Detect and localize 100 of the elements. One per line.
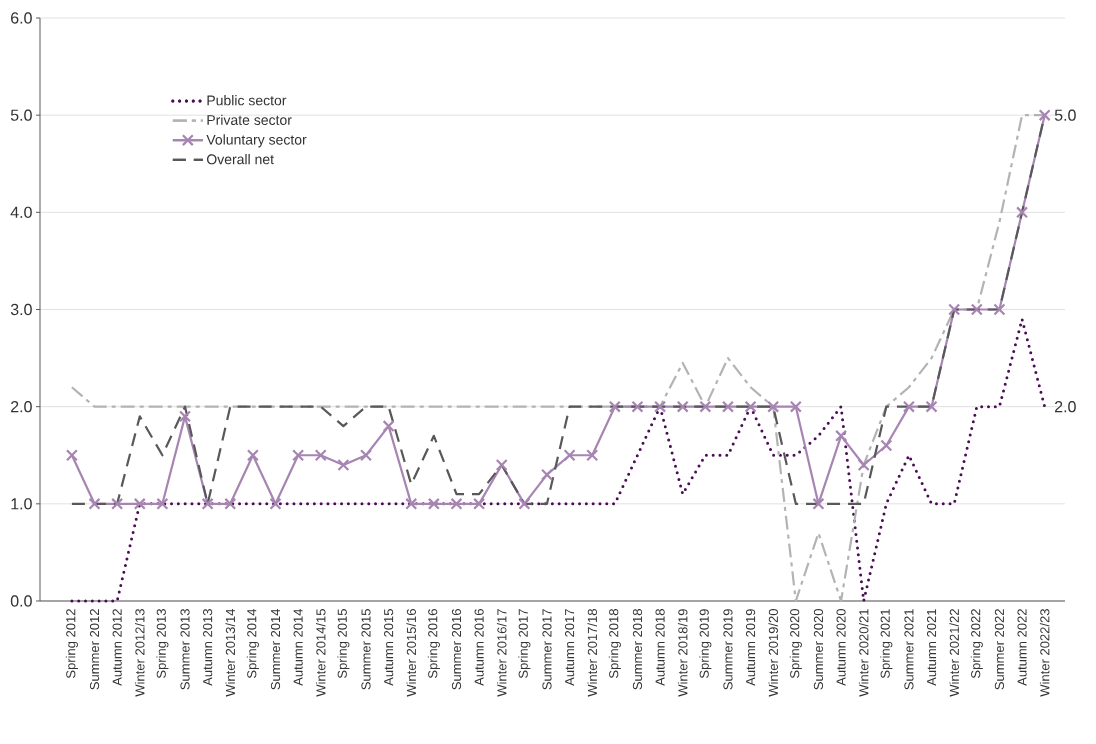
x-tick-label: Spring 2019 bbox=[699, 609, 712, 679]
point bbox=[586, 449, 599, 462]
point bbox=[450, 497, 463, 510]
y-tick-label: 4.0 bbox=[10, 206, 32, 218]
point bbox=[427, 497, 440, 510]
x-tick-label: Autumn 2013 bbox=[203, 609, 213, 686]
x-tick-label: Autumn 2016 bbox=[474, 609, 484, 686]
point bbox=[1016, 206, 1029, 219]
x-tick-label: Autumn 2012 bbox=[112, 609, 122, 686]
x-tick-label: Winter 2016/17 bbox=[496, 609, 507, 697]
point bbox=[789, 400, 802, 413]
x-tick-label: Spring 2020 bbox=[789, 609, 802, 679]
point bbox=[835, 429, 848, 442]
x-tick-label: Spring 2021 bbox=[880, 609, 893, 679]
point bbox=[563, 449, 576, 462]
x-tick-label: Autumn 2017 bbox=[565, 609, 575, 686]
y-tick-label: 3.0 bbox=[10, 303, 32, 316]
point bbox=[608, 400, 621, 413]
point bbox=[111, 497, 124, 510]
point bbox=[880, 439, 893, 452]
x-tick-label: Winter 2020/21 bbox=[858, 609, 869, 697]
point bbox=[224, 497, 237, 510]
point bbox=[631, 400, 644, 413]
point bbox=[540, 468, 554, 481]
x-tick-label: Autumn 2018 bbox=[655, 609, 665, 686]
point bbox=[812, 497, 825, 510]
x-tick-label: Winter 2021/22 bbox=[949, 609, 959, 697]
x-tick-label: Summer 2019 bbox=[723, 609, 733, 690]
point bbox=[65, 449, 78, 462]
x-tick-label: Autumn 2022 bbox=[1017, 609, 1027, 686]
x-tick-label: Autumn 2019 bbox=[745, 609, 756, 686]
y-tick-label: 2.0 bbox=[11, 401, 32, 413]
x-tick-label: Spring 2016 bbox=[427, 609, 440, 679]
point bbox=[405, 497, 418, 510]
x-tick-label: Summer 2020 bbox=[813, 609, 824, 690]
annotation: 5.0 bbox=[1054, 109, 1076, 121]
x-tick-label: Autumn 2014 bbox=[293, 608, 303, 686]
x-tick-label: Autumn 2015 bbox=[384, 609, 394, 686]
x-tick-label: Winter 2015/16 bbox=[406, 609, 417, 697]
x-tick-label: Autumn 2020 bbox=[836, 609, 846, 686]
x-tick-label: Autumn 2021 bbox=[926, 609, 937, 686]
x-tick-label: Spring 2022 bbox=[970, 609, 983, 679]
y-tick-label: 1.0 bbox=[11, 498, 32, 510]
point bbox=[269, 497, 282, 510]
point bbox=[857, 458, 870, 472]
point bbox=[495, 458, 508, 472]
legend-label: Private sector bbox=[207, 114, 292, 126]
point bbox=[156, 497, 169, 510]
x-tick-label: Summer 2017 bbox=[542, 609, 552, 690]
x-tick-label: Winter 2013/14 bbox=[225, 608, 236, 697]
point bbox=[382, 420, 395, 433]
x-tick-label: Summer 2014 bbox=[270, 608, 281, 690]
x-tick-label: Summer 2015 bbox=[361, 609, 371, 690]
point bbox=[201, 497, 214, 510]
point bbox=[518, 497, 531, 510]
x-tick-label: Summer 2013 bbox=[180, 609, 190, 690]
point bbox=[314, 449, 327, 462]
point bbox=[744, 400, 757, 413]
point bbox=[699, 400, 712, 413]
point bbox=[676, 400, 689, 413]
point bbox=[88, 497, 101, 510]
point bbox=[337, 458, 350, 472]
legend-label: Overall net bbox=[206, 154, 274, 165]
y-tick-label: 6.0 bbox=[11, 12, 32, 24]
point bbox=[721, 400, 735, 413]
x-tick-label: Summer 2016 bbox=[451, 609, 462, 690]
point bbox=[948, 303, 961, 316]
y-tick-label: 5.0 bbox=[10, 109, 32, 121]
x-tick-label: Winter 2017/18 bbox=[587, 609, 597, 697]
x-tick-label: Winter 2012/13 bbox=[134, 609, 145, 697]
point bbox=[902, 400, 915, 413]
x-tick-label: Summer 2012 bbox=[89, 609, 100, 690]
point bbox=[292, 449, 305, 462]
x-tick-label: Spring 2015 bbox=[337, 609, 350, 679]
point bbox=[473, 497, 486, 510]
x-tick-label: Spring 2017 bbox=[518, 609, 531, 679]
point bbox=[993, 303, 1006, 316]
point bbox=[246, 449, 259, 462]
point bbox=[178, 410, 192, 423]
x-tick-label: Summer 2022 bbox=[994, 609, 1005, 690]
point bbox=[925, 400, 938, 413]
x-tick-label: Winter 2022/23 bbox=[1039, 609, 1050, 697]
point bbox=[359, 449, 373, 462]
legend-label: Public sector bbox=[207, 95, 287, 106]
x-tick-label: Spring 2014 bbox=[246, 608, 259, 679]
y-tick-label: 0.0 bbox=[10, 595, 32, 607]
x-tick-label: Summer 2021 bbox=[904, 609, 914, 690]
x-tick-label: Spring 2013 bbox=[156, 609, 169, 679]
x-tick-label: Summer 2018 bbox=[632, 609, 643, 690]
point bbox=[654, 400, 667, 413]
x-tick-label: Spring 2018 bbox=[608, 609, 621, 679]
x-tick-label: Spring 2012 bbox=[65, 609, 78, 679]
point bbox=[767, 400, 780, 413]
x-tick-label: Winter 2019/20 bbox=[768, 609, 778, 697]
point bbox=[1038, 109, 1051, 122]
point bbox=[133, 497, 146, 510]
point bbox=[970, 303, 983, 316]
legend-label: Voluntary sector bbox=[206, 134, 307, 148]
annotation: 2.0 bbox=[1055, 401, 1076, 413]
x-tick-label: Winter 2014/15 bbox=[315, 609, 326, 697]
